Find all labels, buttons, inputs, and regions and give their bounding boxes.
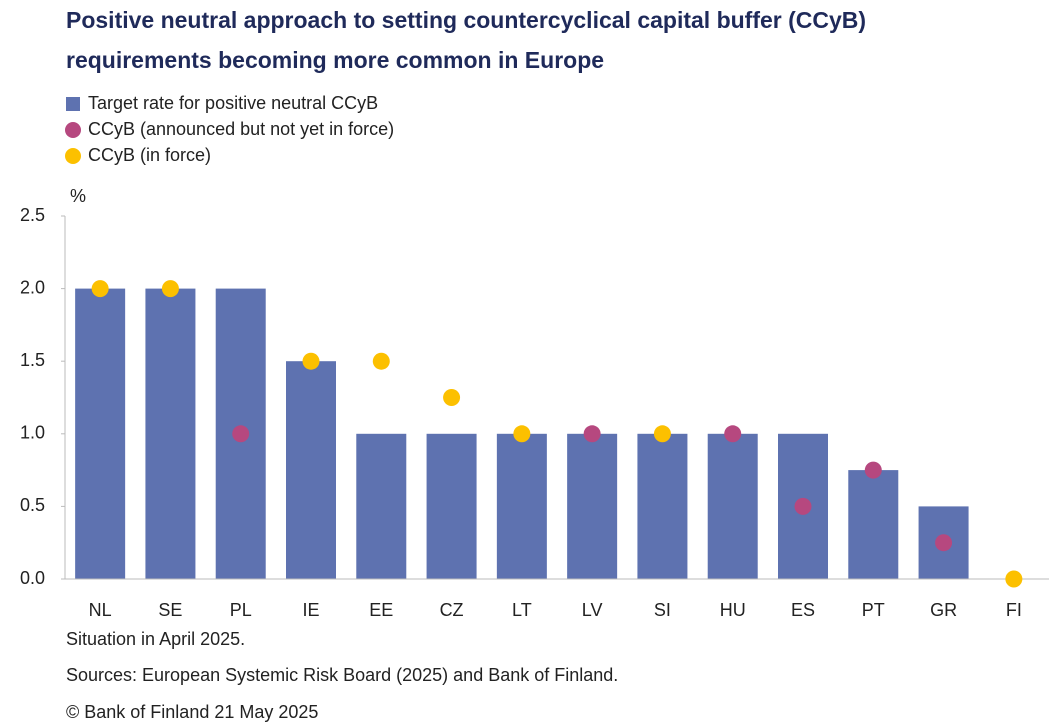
x-tick-label: EE	[369, 600, 393, 620]
x-tick-label: LV	[582, 600, 603, 620]
y-tick-label: 0.0	[20, 568, 45, 588]
dot	[794, 497, 812, 515]
chart-title: requirements becoming more common in Eur…	[66, 47, 604, 73]
y-tick-label: 2.0	[20, 277, 45, 297]
y-tick-label: 1.5	[20, 350, 45, 370]
chart-title: Positive neutral approach to setting cou…	[66, 7, 866, 33]
note: Situation in April 2025.	[66, 629, 245, 649]
legend-label: CCyB (announced but not yet in force)	[88, 119, 394, 139]
y-tick-label: 1.0	[20, 423, 45, 443]
bar	[286, 361, 336, 579]
x-tick-label: SE	[158, 600, 182, 620]
bar	[426, 433, 477, 579]
legend-swatch	[65, 122, 81, 138]
x-tick-label: SI	[654, 600, 671, 620]
bar	[707, 433, 758, 579]
dot	[935, 534, 953, 552]
legend-label: CCyB (in force)	[88, 145, 211, 165]
x-tick-label: LT	[512, 600, 532, 620]
dot	[91, 280, 109, 298]
y-tick-label: 2.5	[20, 205, 45, 225]
dot	[583, 425, 601, 443]
dot	[864, 461, 882, 479]
copyright: © Bank of Finland 21 May 2025	[66, 702, 318, 722]
bar	[848, 470, 899, 579]
dot	[161, 280, 179, 298]
x-tick-label: ES	[791, 600, 815, 620]
bar	[75, 288, 126, 579]
y-tick-label: 0.5	[20, 495, 45, 515]
bar	[637, 433, 688, 579]
dot	[232, 425, 250, 443]
legend-swatch	[65, 148, 81, 164]
dot	[513, 425, 531, 443]
dot	[1005, 570, 1023, 588]
x-tick-label: GR	[930, 600, 957, 620]
dot	[443, 389, 461, 406]
dot	[724, 425, 742, 443]
dot	[302, 352, 320, 370]
x-tick-label: CZ	[440, 600, 464, 620]
dot	[372, 352, 390, 370]
y-axis-label: %	[70, 186, 86, 206]
legend-label: Target rate for positive neutral CCyB	[88, 93, 378, 113]
bar	[356, 433, 407, 579]
x-tick-label: PL	[230, 600, 252, 620]
bar	[145, 288, 196, 579]
x-tick-label: HU	[720, 600, 746, 620]
bar	[567, 433, 618, 579]
bar	[496, 433, 547, 579]
x-tick-label: PT	[862, 600, 885, 620]
x-tick-label: NL	[89, 600, 112, 620]
dot	[653, 425, 671, 443]
x-tick-label: IE	[302, 600, 319, 620]
legend-swatch	[66, 97, 80, 111]
x-tick-label: FI	[1006, 600, 1022, 620]
note: Sources: European Systemic Risk Board (2…	[66, 665, 618, 685]
